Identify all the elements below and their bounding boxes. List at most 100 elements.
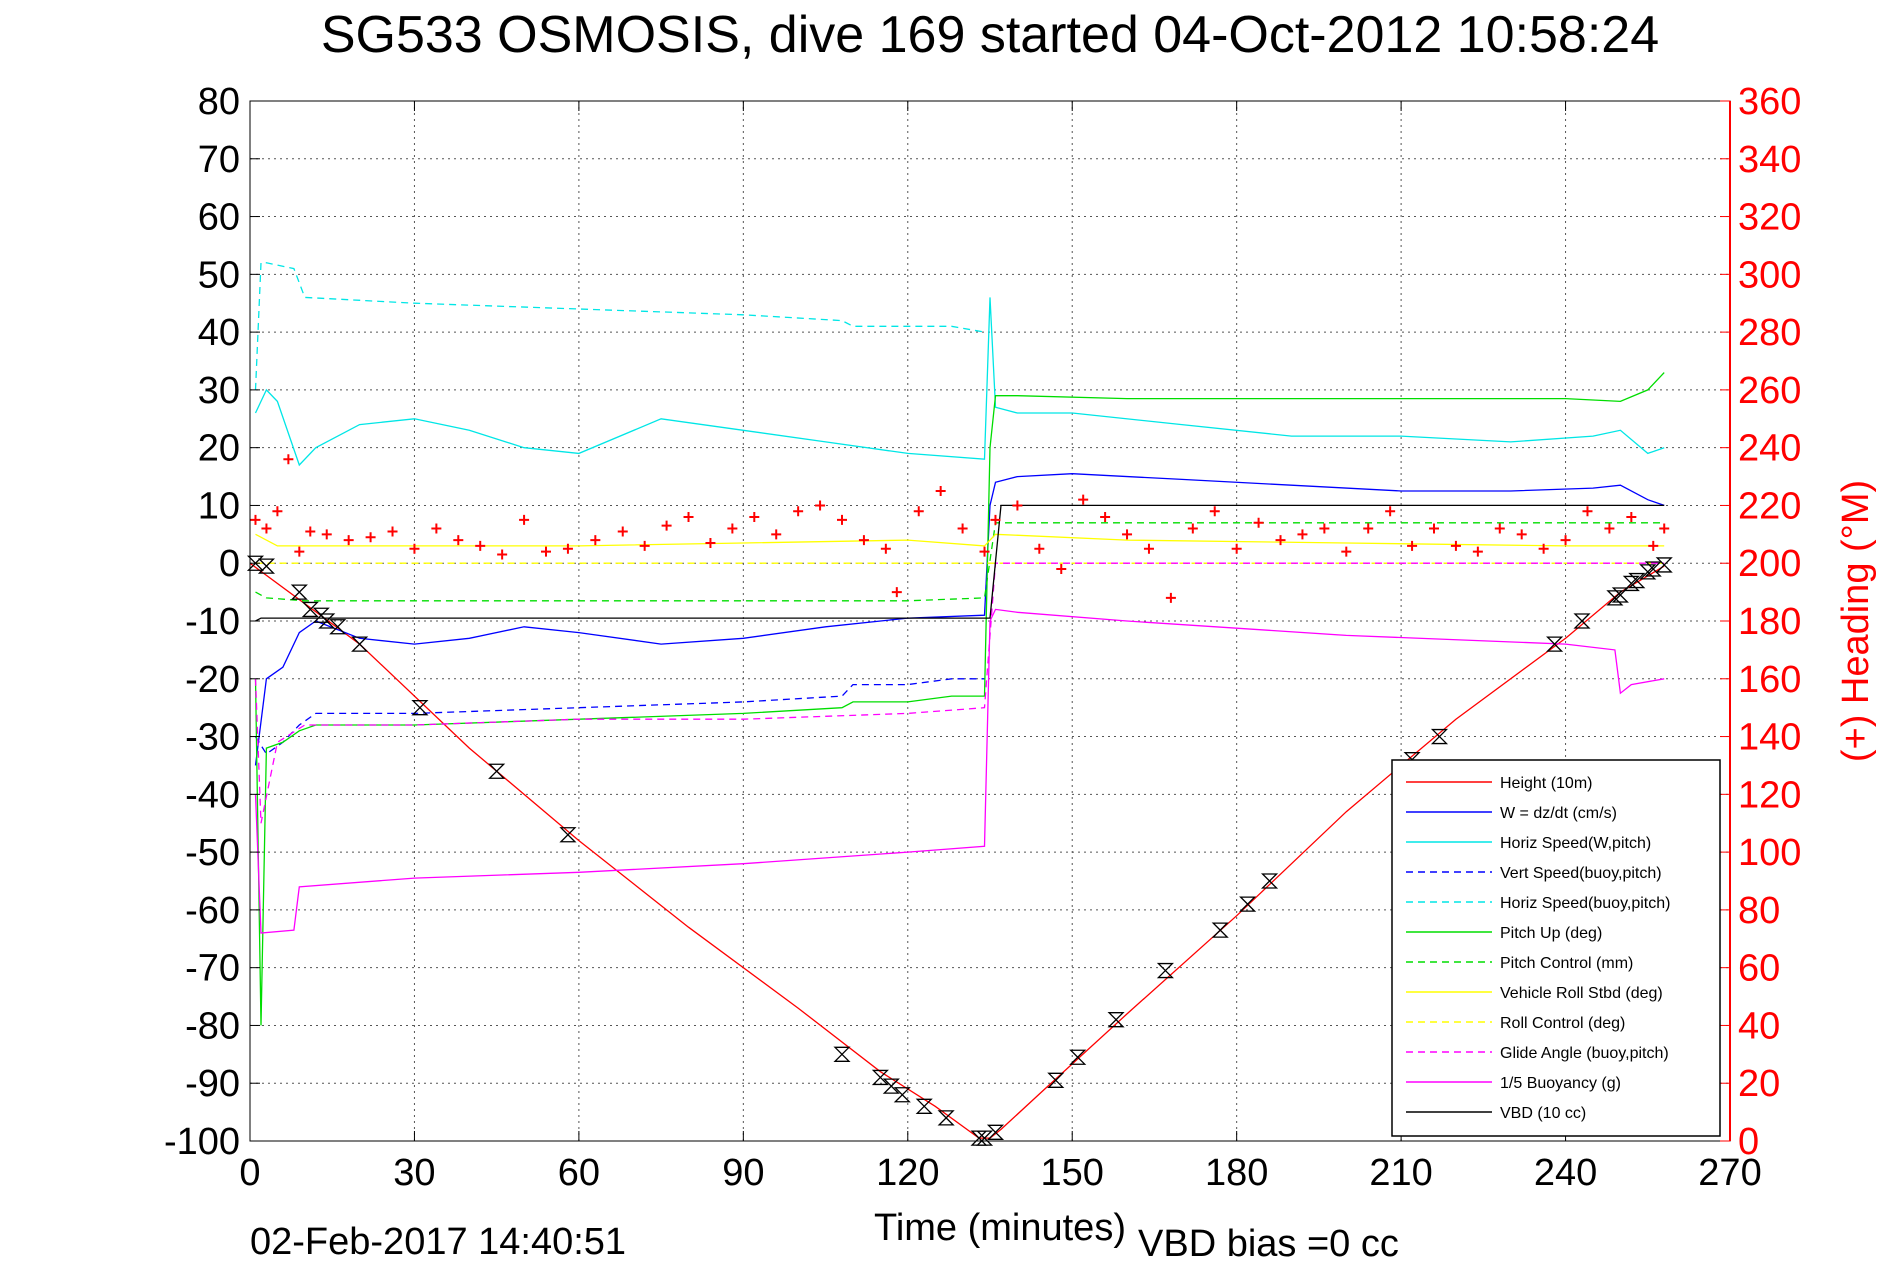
- waypoint-marker: [882, 1078, 900, 1094]
- x-tick-label: 180: [1205, 1152, 1268, 1194]
- heading-marker: [815, 500, 826, 511]
- heading-marker: [1078, 494, 1089, 505]
- waypoint-marker: [1573, 613, 1591, 629]
- waypoint-marker: [290, 584, 308, 600]
- heading-marker: [1012, 500, 1023, 511]
- heading-marker: [891, 587, 902, 598]
- heading-marker: [1582, 506, 1593, 517]
- axes: 0 30 60 90 120 150 180 210 240 270 80 70 60 50 40 30 20 1…: [164, 81, 1801, 1194]
- grid: [250, 101, 1730, 1141]
- legend-label-vbd: VBD (10 cc): [1500, 1105, 1586, 1122]
- heading-marker: [793, 506, 804, 517]
- waypoint-marker: [1639, 564, 1657, 580]
- heading-marker: [250, 514, 261, 525]
- x-tick-label: 150: [1041, 1152, 1104, 1194]
- heading-marker: [979, 546, 990, 557]
- waypoint-marker: [246, 555, 265, 571]
- right-y-tick-label: 160: [1738, 659, 1801, 701]
- chart-title: SG533 OSMOSIS, dive 169 started 04-Oct-2…: [321, 6, 1659, 64]
- heading-marker: [1187, 523, 1198, 534]
- heading-marker: [1450, 540, 1461, 551]
- waypoint-marker: [257, 558, 276, 574]
- waypoint-marker: [986, 1124, 1005, 1140]
- waypoint-marker: [1156, 962, 1174, 979]
- series-line-buoyancy: [254, 608, 1665, 934]
- right-y-tick-label: 340: [1738, 139, 1801, 181]
- heading-marker: [305, 526, 316, 537]
- heading-marker: [990, 514, 1001, 525]
- heading-marker: [497, 549, 508, 560]
- x-tick-label: 30: [393, 1152, 435, 1194]
- waypoint-marker: [1611, 587, 1629, 603]
- series-line-roll: [255, 533, 1665, 547]
- waypoint-marker: [1622, 575, 1640, 592]
- waypoint-marker: [1260, 873, 1279, 889]
- heading-marker: [1056, 564, 1067, 574]
- heading-marker: [261, 523, 272, 534]
- legend-label-pitch_control: Pitch Control (mm): [1500, 955, 1633, 972]
- waypoint-marker: [915, 1098, 933, 1114]
- y-tick-label: 50: [198, 254, 240, 296]
- right-y-tick-label: 100: [1738, 832, 1801, 874]
- right-y-tick-label: 180: [1738, 601, 1801, 643]
- y-tick-label: -100: [164, 1121, 240, 1163]
- waypoint-marker: [1047, 1072, 1065, 1088]
- heading-marker: [837, 514, 847, 525]
- waypoint-marker: [1644, 561, 1662, 577]
- waypoint-marker: [871, 1069, 889, 1086]
- heading-marker: [1429, 523, 1439, 534]
- series-line-pitch_up: [254, 372, 1665, 1026]
- legend-label-buoyancy: 1/5 Buoyancy (g): [1500, 1075, 1621, 1092]
- legend: Height (10m) W = dz/dt (cm/s) Horiz Speed(…: [1391, 759, 1721, 1137]
- right-y-tick-label: 360: [1738, 81, 1801, 123]
- heading-marker: [771, 529, 782, 540]
- legend-label-horiz_speed_buoy: Horiz Speed(buoy,pitch): [1500, 895, 1670, 912]
- heading-marker: [1659, 523, 1670, 534]
- waypoint-marker: [893, 1087, 911, 1103]
- heading-marker: [1407, 540, 1418, 551]
- heading-marker: [1648, 540, 1659, 551]
- right-y-tick-label: 140: [1738, 717, 1801, 759]
- right-y-tick-label: 40: [1738, 1005, 1780, 1047]
- right-y-tick-label: 0: [1738, 1121, 1759, 1163]
- heading-marker: [1122, 529, 1133, 540]
- y-tick-label: 0: [219, 543, 240, 585]
- waypoint-marker: [1239, 896, 1257, 912]
- heading-marker: [365, 532, 376, 543]
- right-y-tick-label: 320: [1738, 197, 1801, 239]
- heading-marker: [321, 529, 332, 540]
- heading-marker: [519, 514, 530, 525]
- y-tick-label: -40: [185, 774, 240, 816]
- heading-marker: [1034, 543, 1045, 554]
- waypoint-marker: [1211, 922, 1229, 938]
- heading-marker: [1275, 535, 1286, 546]
- right-y-tick-label: 260: [1738, 370, 1801, 412]
- heading-marker: [1209, 506, 1220, 517]
- x-tick-label: 0: [239, 1152, 260, 1194]
- waypoint-marker: [1107, 1012, 1125, 1028]
- heading-marker: [1363, 523, 1374, 534]
- waypoint-marker: [411, 700, 429, 716]
- waypoint-marker: [559, 827, 577, 843]
- x-tick-label: 60: [558, 1152, 600, 1194]
- legend-label-glide_angle: Glide Angle (buoy,pitch): [1500, 1045, 1669, 1062]
- y-tick-label: -60: [185, 890, 240, 932]
- heading-marker: [1494, 523, 1505, 534]
- legend-box: [1391, 759, 1721, 1137]
- waypoint-marker: [329, 619, 347, 635]
- right-y-tick-label: 80: [1738, 890, 1780, 932]
- heading-marker: [880, 543, 891, 554]
- heading-marker: [1538, 543, 1549, 554]
- heading-marker: [1560, 535, 1571, 546]
- heading-marker: [1385, 506, 1396, 517]
- heading-marker: [617, 526, 628, 537]
- heading-marker: [913, 506, 924, 517]
- waypoint-marker: [318, 613, 336, 629]
- footer-vbd-bias: VBD bias =0 cc: [1138, 1223, 1399, 1262]
- heading-marker: [1165, 592, 1176, 603]
- heading-marker: [1516, 529, 1527, 540]
- y-tick-label: 40: [198, 312, 240, 354]
- legend-label-pitch_up: Pitch Up (deg): [1500, 925, 1602, 942]
- heading-marker: [1472, 546, 1483, 557]
